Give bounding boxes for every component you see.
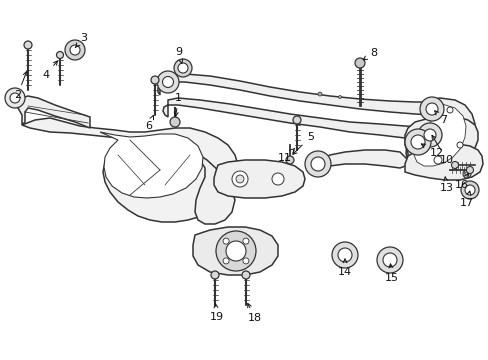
Circle shape — [410, 135, 424, 149]
Circle shape — [243, 238, 248, 244]
Circle shape — [24, 41, 32, 49]
Circle shape — [223, 238, 229, 244]
Text: 9: 9 — [175, 47, 183, 63]
Text: 7: 7 — [434, 111, 446, 125]
Circle shape — [225, 241, 245, 261]
Circle shape — [404, 129, 430, 155]
Circle shape — [433, 156, 441, 164]
Circle shape — [236, 175, 244, 183]
Polygon shape — [193, 227, 278, 275]
Circle shape — [178, 63, 187, 73]
Circle shape — [216, 231, 256, 271]
Polygon shape — [100, 132, 203, 198]
Circle shape — [157, 71, 179, 93]
Circle shape — [285, 156, 293, 164]
Text: 4: 4 — [42, 61, 58, 80]
Circle shape — [417, 123, 441, 147]
Circle shape — [271, 173, 284, 185]
Polygon shape — [405, 98, 474, 172]
Circle shape — [337, 248, 351, 262]
Polygon shape — [404, 116, 477, 165]
Circle shape — [162, 77, 173, 87]
Text: 16: 16 — [454, 174, 468, 190]
Text: 14: 14 — [337, 259, 351, 277]
Circle shape — [151, 76, 159, 84]
Text: 5: 5 — [292, 132, 313, 154]
Circle shape — [450, 162, 458, 168]
Text: 6: 6 — [145, 115, 153, 131]
Polygon shape — [164, 135, 235, 224]
Text: 18: 18 — [247, 303, 262, 323]
Text: 3: 3 — [75, 33, 87, 48]
Circle shape — [70, 45, 80, 55]
Circle shape — [338, 95, 341, 99]
Circle shape — [317, 92, 321, 96]
Circle shape — [174, 59, 192, 77]
Text: 12: 12 — [421, 144, 443, 158]
Circle shape — [242, 271, 249, 279]
Circle shape — [425, 103, 437, 115]
Polygon shape — [18, 96, 90, 128]
Circle shape — [231, 171, 247, 187]
Circle shape — [419, 97, 443, 121]
Circle shape — [57, 51, 63, 58]
Circle shape — [331, 242, 357, 268]
Text: 17: 17 — [459, 191, 473, 208]
Circle shape — [5, 88, 25, 108]
Circle shape — [354, 58, 364, 68]
Circle shape — [376, 247, 402, 273]
Circle shape — [456, 142, 462, 148]
Polygon shape — [10, 92, 22, 104]
Text: 8: 8 — [363, 48, 376, 60]
Circle shape — [464, 172, 468, 176]
Circle shape — [462, 170, 470, 178]
Circle shape — [305, 151, 330, 177]
Circle shape — [243, 258, 248, 264]
Text: 13: 13 — [439, 177, 453, 193]
Circle shape — [10, 93, 20, 103]
Text: 11: 11 — [278, 148, 294, 163]
Text: 2: 2 — [14, 72, 27, 100]
Polygon shape — [214, 160, 305, 198]
Circle shape — [460, 181, 478, 199]
Circle shape — [170, 117, 180, 127]
Circle shape — [446, 107, 452, 113]
Circle shape — [65, 40, 85, 60]
Text: 1: 1 — [174, 93, 182, 116]
Polygon shape — [404, 144, 482, 180]
Polygon shape — [158, 74, 434, 115]
Circle shape — [423, 129, 435, 141]
Polygon shape — [163, 98, 431, 140]
Text: 15: 15 — [384, 264, 398, 283]
Circle shape — [310, 157, 325, 171]
Polygon shape — [315, 150, 407, 168]
Polygon shape — [22, 118, 238, 222]
Circle shape — [292, 116, 301, 124]
Circle shape — [210, 271, 219, 279]
Circle shape — [223, 258, 229, 264]
Text: 10: 10 — [431, 135, 453, 165]
Polygon shape — [413, 104, 465, 166]
Circle shape — [466, 166, 472, 174]
Text: 19: 19 — [209, 304, 224, 322]
Circle shape — [382, 253, 396, 267]
Circle shape — [464, 185, 474, 195]
